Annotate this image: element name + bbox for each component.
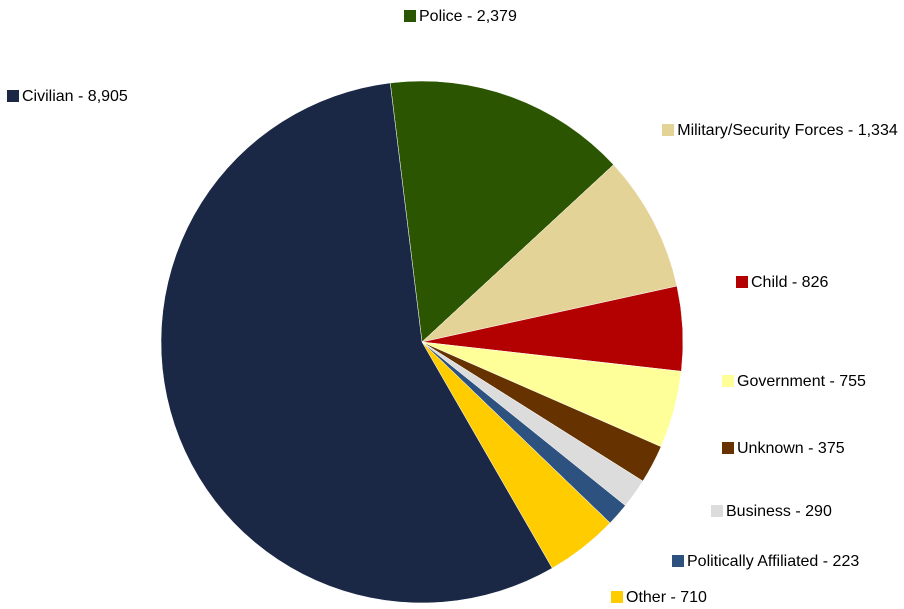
data-label-text: Unknown - 375: [737, 440, 845, 457]
data-label-text: Politically Affiliated - 223: [687, 553, 860, 570]
data-label-text: Business - 290: [726, 503, 832, 520]
pie-slice-military-security-forces: [421, 164, 678, 343]
data-label-unknown: Unknown - 375: [722, 438, 845, 460]
legend-swatch-government: [722, 375, 734, 387]
legend-swatch-police: [404, 10, 416, 22]
legend-swatch-other: [611, 591, 623, 603]
data-label-text: Government - 755: [737, 373, 866, 390]
legend-swatch-civilian: [7, 90, 19, 102]
data-label-text: Other - 710: [626, 589, 707, 606]
pie-slice-police: [389, 80, 614, 343]
data-label-civilian: Civilian - 8,905: [7, 86, 128, 108]
data-label-text: Military/Security Forces - 1,334: [677, 122, 898, 139]
data-label-child: Child - 826: [736, 272, 828, 294]
data-label-government: Government - 755: [722, 371, 866, 393]
legend-swatch-politically-affiliated: [672, 555, 684, 567]
legend-swatch-child: [736, 276, 748, 288]
legend-swatch-business: [711, 505, 723, 517]
legend-swatch-military: [662, 124, 675, 136]
legend-swatch-unknown: [722, 442, 734, 454]
data-label-politically-affiliated: Politically Affiliated - 223: [672, 551, 859, 573]
data-label-text: Child - 826: [751, 274, 829, 291]
data-label-business: Business - 290: [711, 501, 832, 523]
data-label-text: Police - 2,379: [419, 8, 517, 25]
data-label-text: Civilian - 8,905: [22, 88, 128, 105]
data-label-military: Military/Security Forces - 1,334: [655, 120, 904, 142]
data-label-police: Police - 2,379: [404, 6, 517, 28]
pie-slice-civilian: [160, 82, 553, 604]
data-label-other: Other - 710: [611, 587, 707, 609]
